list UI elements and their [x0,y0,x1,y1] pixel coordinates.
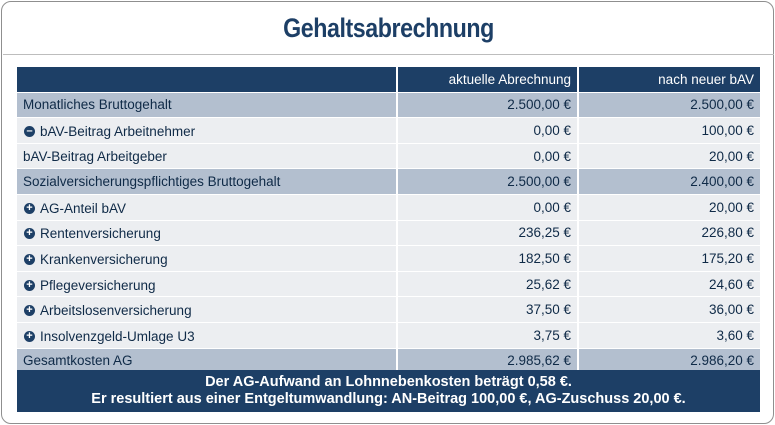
row-label-cell: Gesamtkosten AG [17,348,398,375]
row-label-cell: + Krankenversicherung [17,246,398,272]
table-row: + Pflegeversicherung 25,62 €24,60 € [17,271,760,298]
row-label: Insolvenzgeld-Umlage U3 [40,328,195,344]
new-value: 226,80 € [579,220,760,247]
current-value: 2.500,00 € [398,92,579,119]
current-value: 0,00 € [398,118,579,144]
current-value: 0,00 € [398,194,579,221]
row-label: Arbeitslosenversicherung [40,303,192,319]
new-value: 2.500,00 € [579,92,760,119]
row-label-cell: + Arbeitslosenversicherung [17,297,398,323]
page-title: Gehaltsabrechnung [283,13,494,43]
salary-table: aktuelle Abrechnung nach neuer bAV Monat… [17,67,760,375]
row-label-cell: + Insolvenzgeld-Umlage U3 [17,322,398,349]
table-row: + Krankenversicherung 182,50 €175,20 € [17,246,760,272]
current-value: 0,00 € [398,143,579,170]
minus-icon: – [24,125,35,137]
table-row: – bAV-Beitrag Arbeitnehmer 0,00 €100,00 € [17,118,760,144]
plus-icon: + [24,330,35,342]
row-label: Rentenversicherung [40,226,161,242]
new-value: 2.400,00 € [579,169,760,195]
row-label: bAV-Beitrag Arbeitgeber [23,148,167,164]
table-header-row: aktuelle Abrechnung nach neuer bAV [17,67,760,93]
new-value: 175,20 € [579,246,760,272]
current-value: 25,62 € [398,271,579,298]
summary-line-1: Der AG-Aufwand an Lohnnebenkosten beträg… [205,374,572,390]
new-value: 100,00 € [579,118,760,144]
new-value: 20,00 € [579,194,760,221]
row-label-cell: Monatliches Bruttogehalt [17,92,398,119]
plus-icon: + [24,202,35,214]
header-current-col: aktuelle Abrechnung [398,67,579,93]
plus-icon: + [24,253,35,265]
row-label-cell: + AG-Anteil bAV [17,194,398,221]
row-label: Sozialversicherungspflichtiges Bruttogeh… [23,174,281,190]
table-row: + Rentenversicherung 236,25 €226,80 € [17,220,760,247]
current-value: 37,50 € [398,297,579,323]
row-label-cell: + Rentenversicherung [17,220,398,247]
summary-box: Der AG-Aufwand an Lohnnebenkosten beträg… [17,370,760,412]
summary-line-2: Er resultiert aus einer Entgeltumwandlun… [91,391,686,407]
row-label: Pflegeversicherung [40,277,156,293]
row-label: AG-Anteil bAV [40,200,127,216]
current-value: 3,75 € [398,322,579,349]
plus-icon: + [24,228,35,240]
header-new-col: nach neuer bAV [579,67,760,93]
plus-icon: + [24,279,35,291]
table-row: + Arbeitslosenversicherung 37,50 €36,00 € [17,297,760,323]
new-value: 20,00 € [579,143,760,170]
table-row: + Insolvenzgeld-Umlage U3 3,75 €3,60 € [17,322,760,349]
table-row: Monatliches Bruttogehalt 2.500,00 €2.500,… [17,92,760,119]
row-label: Monatliches Bruttogehalt [23,97,172,113]
new-value: 24,60 € [579,271,760,298]
new-value: 36,00 € [579,297,760,323]
current-value: 236,25 € [398,220,579,247]
plus-icon: + [24,305,35,317]
row-label-cell: – bAV-Beitrag Arbeitnehmer [17,118,398,144]
current-value: 182,50 € [398,246,579,272]
header-label-col [17,67,398,93]
row-label: Gesamtkosten AG [23,353,133,369]
new-value: 3,60 € [579,322,760,349]
row-label-cell: bAV-Beitrag Arbeitgeber [17,143,398,170]
row-label: bAV-Beitrag Arbeitnehmer [40,123,196,139]
row-label-cell: + Pflegeversicherung [17,271,398,298]
row-label-cell: Sozialversicherungspflichtiges Bruttogeh… [17,169,398,195]
table-row: Sozialversicherungspflichtiges Bruttogeh… [17,169,760,195]
table-row: + AG-Anteil bAV 0,00 €20,00 € [17,194,760,221]
current-value: 2.500,00 € [398,169,579,195]
row-label: Krankenversicherung [40,251,168,267]
title-divider [3,54,774,55]
table-row: bAV-Beitrag Arbeitgeber 0,00 €20,00 € [17,143,760,170]
